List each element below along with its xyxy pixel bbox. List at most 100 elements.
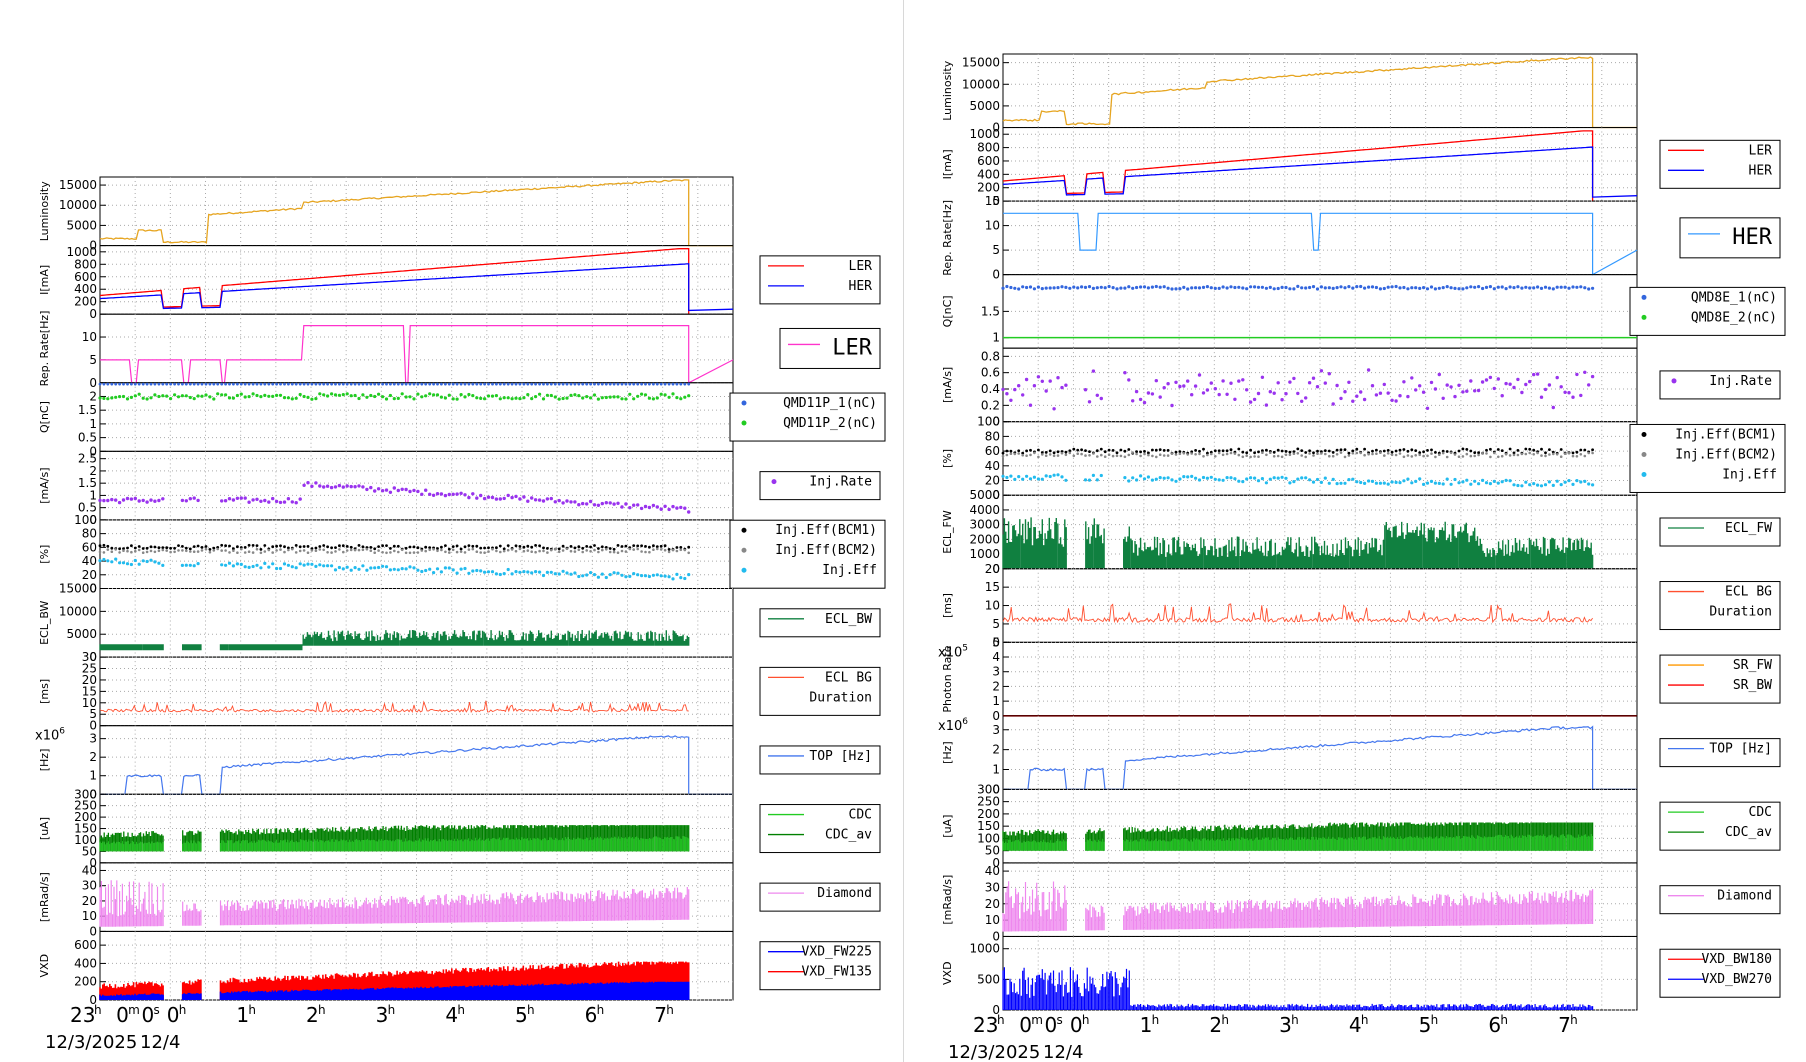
q1-point xyxy=(126,382,129,386)
y-tick-label: 15 xyxy=(985,194,1000,208)
q2-point xyxy=(114,395,118,399)
q2-point xyxy=(534,395,538,399)
inj-eff-bcm2-point xyxy=(1272,455,1276,458)
inj-rate-point xyxy=(1225,392,1229,396)
q2-point xyxy=(318,392,322,396)
inj-eff-bcm1-point xyxy=(577,545,581,549)
inj-eff-point xyxy=(1056,473,1060,477)
inj-eff-bcm1-point xyxy=(1465,448,1469,451)
inj-eff-point xyxy=(1087,478,1092,482)
inj-rate-point xyxy=(1590,374,1595,379)
y-tick-label: 1.5 xyxy=(78,476,97,490)
inj-rate-point xyxy=(384,488,389,492)
q1-point xyxy=(263,382,267,386)
inj-eff-point xyxy=(1142,477,1147,481)
q2-point xyxy=(632,397,636,401)
inj-eff-point xyxy=(377,565,381,570)
inj-eff-point xyxy=(628,574,632,579)
inj-eff-bcm1-point xyxy=(204,545,208,548)
inj-rate-point xyxy=(243,496,247,500)
q1-point xyxy=(483,382,486,386)
q1-point xyxy=(322,382,326,386)
q2-point xyxy=(247,395,251,399)
legend-label: Diamond xyxy=(817,886,872,901)
q1-point xyxy=(1591,286,1595,290)
inj-eff-bcm2-point xyxy=(1445,455,1449,459)
q1-point xyxy=(298,382,302,386)
q1-point xyxy=(1418,286,1422,290)
inj-eff-bcm1-point xyxy=(373,547,377,551)
y-axis-label: [ms] xyxy=(38,679,51,704)
inj-eff-bcm1-point xyxy=(589,545,592,549)
legend-label: Inj.Eff xyxy=(1722,467,1777,482)
inj-eff-bcm1-point xyxy=(1335,448,1339,452)
y-tick-label: 100 xyxy=(977,831,1000,845)
inj-eff-point xyxy=(475,568,479,573)
plot-area xyxy=(99,248,734,315)
q2-point xyxy=(412,397,416,401)
legend-box xyxy=(1679,217,1781,259)
inj-eff-point xyxy=(1555,479,1559,483)
inj-eff-bcm2-point xyxy=(589,550,592,553)
y-tick-label: 40 xyxy=(985,864,1000,878)
y-axis-label: Rep. Rate[Hz] xyxy=(38,311,51,387)
inj-eff-bcm1-point xyxy=(275,544,278,548)
inj-eff-bcm1-point xyxy=(1044,451,1048,454)
inj-eff-point xyxy=(463,566,467,571)
inj-eff-point xyxy=(577,574,581,579)
inj-rate-point xyxy=(1543,387,1548,392)
inj-eff-bcm2-point xyxy=(1493,451,1496,455)
inj-eff-bcm1-point xyxy=(1410,448,1414,452)
legend-ir: Inj.Rate xyxy=(1659,370,1781,400)
inj-eff-bcm1-point xyxy=(663,544,667,548)
q1-point xyxy=(208,382,212,386)
y-tick-label: 80 xyxy=(985,429,1000,443)
inj-eff-bcm1-point xyxy=(1139,450,1142,454)
inj-eff-bcm2-point xyxy=(145,550,149,554)
inj-eff-bcm1-point xyxy=(546,547,549,550)
inj-rate-point xyxy=(459,491,463,495)
time-tick-label: 0 xyxy=(1019,1013,1032,1037)
inj-eff-point xyxy=(408,565,412,569)
inj-eff-point xyxy=(659,574,663,578)
time-tick-label: 7 xyxy=(654,1003,667,1027)
y-tick-label: 10 xyxy=(985,913,1000,927)
inj-rate-point xyxy=(1233,397,1237,401)
inj-rate-point xyxy=(1272,391,1276,395)
inj-eff-bcm1-point xyxy=(243,546,247,549)
legend-swatch xyxy=(741,567,747,573)
inj-eff-bcm2-point xyxy=(542,549,545,553)
q2-point xyxy=(683,395,687,399)
y-axis-label: VXD xyxy=(941,961,954,985)
inj-eff-point xyxy=(1304,476,1308,480)
inj-rate-point xyxy=(274,499,279,504)
inj-eff-point xyxy=(1351,477,1355,481)
inj-eff-bcm2-point xyxy=(326,551,329,554)
inj-eff-point xyxy=(675,572,679,577)
inj-eff-point xyxy=(118,561,122,565)
legend-eff: Inj.Eff(BCM1)Inj.Eff(BCM2)Inj.Eff xyxy=(1629,423,1786,493)
inj-eff-point xyxy=(557,572,561,576)
q2-point xyxy=(224,393,228,397)
inj-eff-bcm2-point xyxy=(1115,454,1119,458)
inj-eff-bcm2-point xyxy=(436,549,439,553)
q1-point xyxy=(1363,286,1367,290)
inj-eff-point xyxy=(1394,480,1398,484)
q1-point xyxy=(1414,286,1418,290)
inj-eff-point xyxy=(388,568,392,572)
plot-area xyxy=(98,543,691,581)
inj-eff-point xyxy=(98,559,102,563)
legend-label: CDC xyxy=(1749,805,1772,820)
legend-box xyxy=(1629,286,1786,336)
inj-eff-bcm1-point xyxy=(1571,451,1575,455)
inj-eff-point xyxy=(373,566,377,570)
inj-eff-point xyxy=(1402,479,1406,483)
y-tick-label: 0 xyxy=(992,268,1000,282)
q1-point xyxy=(1504,287,1508,291)
inj-eff-bcm1-point xyxy=(1461,447,1465,451)
inj-rate-point xyxy=(1158,395,1162,399)
inj-rate-point xyxy=(1323,381,1328,385)
time-tick-unit: h xyxy=(1152,1013,1160,1027)
inj-eff-point xyxy=(157,561,161,565)
